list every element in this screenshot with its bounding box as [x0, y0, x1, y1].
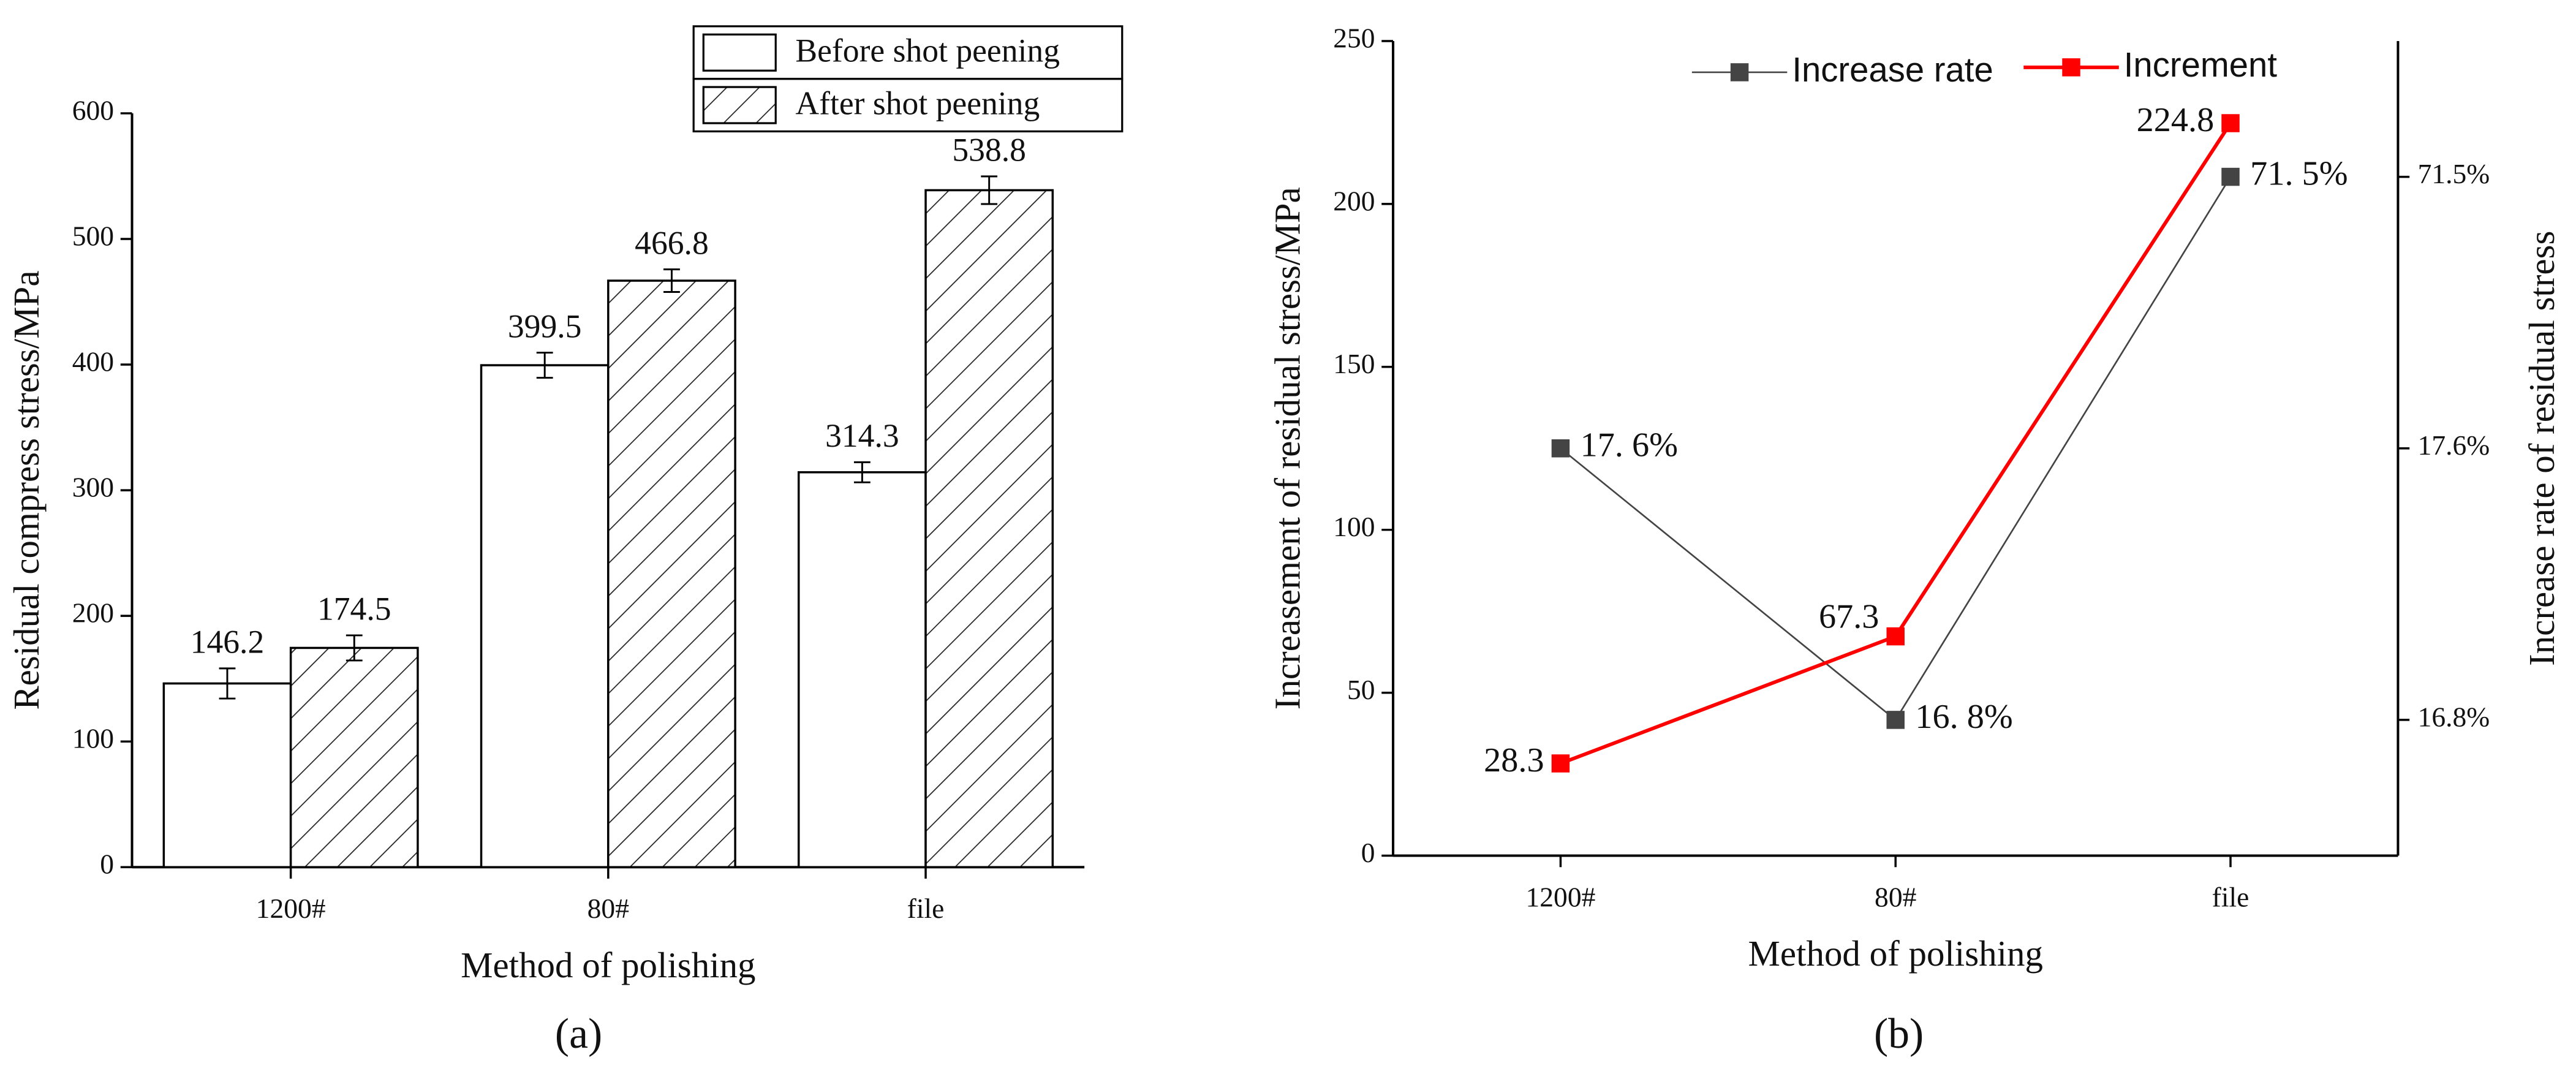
legend-swatch — [702, 86, 777, 124]
caption: (b) — [1874, 1010, 1924, 1058]
x-axis-label: Method of polishing — [461, 945, 755, 985]
value-label: 399.5 — [508, 308, 582, 344]
y-tick-label: 200 — [1333, 185, 1375, 216]
marker — [1886, 627, 1905, 646]
y-tick-label: 500 — [72, 220, 114, 251]
legend-box — [692, 78, 1124, 133]
y-tick-label: 100 — [1333, 511, 1375, 542]
y-tick-label: 150 — [1333, 348, 1375, 379]
y-tick-label: 0 — [100, 849, 114, 880]
value-label: 28.3 — [1484, 741, 1544, 779]
x-tick-label: 1200# — [1526, 881, 1596, 912]
x-tick-label: 80# — [587, 893, 629, 924]
value-label: 16. 8% — [1915, 698, 2012, 736]
y-tick-label: 400 — [72, 346, 114, 377]
bar — [162, 682, 292, 868]
error-bar — [346, 634, 363, 662]
error-bar — [219, 667, 236, 700]
marker — [2221, 167, 2240, 186]
caption: (a) — [555, 1010, 602, 1058]
y-tick-label: 0 — [1361, 837, 1375, 868]
y-axis-label: Residual compress stress/MPa — [6, 270, 47, 710]
x-tick-label: 80# — [1875, 881, 1916, 912]
bar — [798, 471, 927, 868]
error-bar — [853, 461, 871, 483]
value-label: 71. 5% — [2250, 155, 2347, 193]
y2-tick-label: 16.8% — [2418, 701, 2490, 732]
marker — [1886, 711, 1905, 729]
legend-label: Before shot peening — [795, 32, 1060, 69]
value-label: 466.8 — [635, 224, 709, 261]
error-bar — [536, 352, 553, 379]
marker — [2221, 114, 2240, 132]
y-tick-label: 200 — [72, 597, 114, 629]
y-tick-label: 300 — [72, 472, 114, 503]
x-tick-label: 1200# — [256, 893, 326, 924]
y2-axis-label: Increase rate of residual stress — [2521, 231, 2562, 666]
bar — [289, 646, 419, 868]
x-tick-label: file — [2212, 881, 2249, 912]
value-label: 538.8 — [952, 132, 1026, 168]
legend-label: After shot peening — [795, 85, 1040, 122]
marker — [1551, 439, 1570, 458]
marker — [1551, 754, 1570, 773]
value-label: 174.5 — [317, 591, 391, 627]
value-label: 146.2 — [191, 624, 265, 661]
legend-label: Increase rate — [1792, 50, 1993, 89]
legend-marker — [1730, 63, 1749, 81]
legend-swatch — [702, 33, 777, 72]
value-label: 17. 6% — [1581, 426, 1678, 464]
y2-tick-label: 17.6% — [2418, 430, 2490, 461]
error-bar — [981, 175, 998, 205]
legend-marker — [2062, 58, 2080, 77]
x-tick-label: file — [907, 893, 945, 924]
y-tick-label: 50 — [1347, 674, 1375, 705]
y-tick-label: 250 — [1333, 22, 1375, 53]
x-axis-label: Method of polishing — [1748, 933, 2043, 974]
y-tick-label: 600 — [72, 94, 114, 126]
bar — [480, 364, 610, 868]
value-label: 224.8 — [2137, 101, 2215, 139]
value-label: 67.3 — [1819, 598, 1879, 636]
bar — [924, 189, 1054, 868]
value-label: 314.3 — [825, 417, 899, 454]
y-axis-label: Increasement of residual stress/MPa — [1267, 187, 1307, 710]
bar — [607, 279, 736, 868]
legend-label: Increment — [2124, 45, 2278, 84]
y2-tick-label: 71.5% — [2418, 158, 2490, 189]
y-tick-label: 100 — [72, 723, 114, 754]
error-bar — [663, 268, 680, 293]
